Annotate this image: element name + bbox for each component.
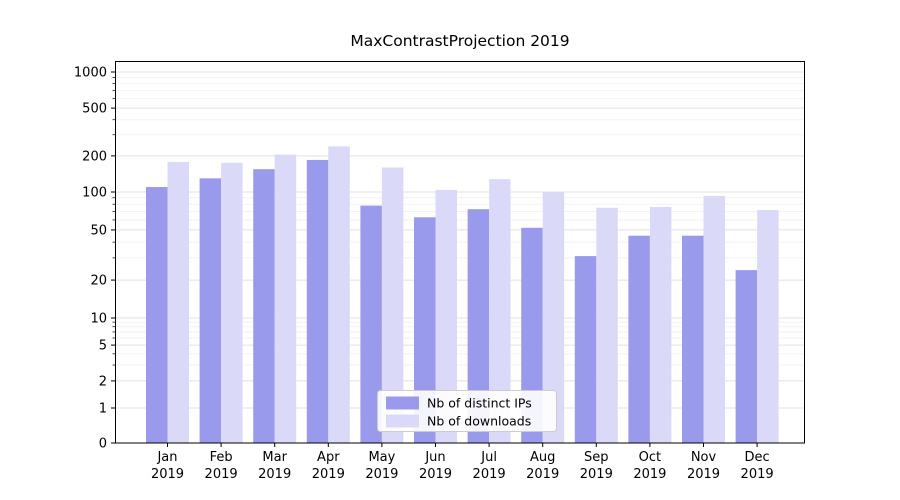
bar-downloads — [274, 154, 297, 443]
x-tick-label: Apr 2019 — [312, 450, 345, 482]
x-tick-label: Nov 2019 — [687, 450, 720, 482]
bar-distinct-ips — [682, 235, 704, 443]
bar-distinct-ips — [253, 169, 275, 443]
y-tick-label: 50 — [90, 223, 107, 238]
bar-distinct-ips — [306, 159, 329, 443]
bar-downloads — [649, 207, 672, 443]
y-tick-label: 1000 — [74, 66, 107, 81]
y-tick-label: 20 — [90, 274, 107, 289]
bar-downloads — [596, 207, 618, 443]
y-tick-label: 2 — [99, 374, 107, 389]
y-tick-label: 100 — [82, 186, 107, 201]
bar-downloads — [167, 161, 189, 444]
x-tick-label: Sep 2019 — [580, 450, 613, 482]
legend-label-distinct-ips: Nb of distinct IPs — [427, 396, 532, 411]
x-tick-label: Jul 2019 — [473, 450, 506, 482]
plot-frame — [115, 61, 805, 444]
x-tick-label: Oct 2019 — [633, 450, 666, 482]
x-tick-label: Mar 2019 — [258, 450, 291, 482]
y-tick-label: 500 — [82, 102, 107, 117]
x-tick-label: Dec 2019 — [741, 450, 774, 482]
y-tick-label: 1 — [99, 402, 107, 417]
bar-downloads — [435, 189, 457, 443]
bar-downloads — [542, 192, 565, 443]
bar-distinct-ips — [199, 178, 222, 444]
legend-box — [377, 390, 557, 432]
bar-downloads — [757, 209, 779, 443]
x-tick-label: Jan 2019 — [151, 450, 184, 482]
bar-downloads — [328, 146, 350, 444]
legend: Nb of distinct IPs Nb of downloads — [377, 390, 557, 432]
chart-title: MaxContrastProjection 2019 — [350, 32, 569, 50]
bar-downloads — [221, 162, 243, 443]
bars — [146, 146, 779, 444]
legend-swatch-downloads — [386, 414, 419, 428]
bar-distinct-ips — [146, 187, 168, 443]
x-tick-label: Jun 2019 — [419, 450, 452, 482]
x-tick-label: May 2019 — [365, 450, 398, 482]
bar-distinct-ips — [735, 270, 758, 443]
legend-swatch-distinct-ips — [386, 396, 419, 410]
bar-distinct-ips — [414, 217, 436, 443]
y-tick-label: 5 — [99, 339, 107, 354]
bar-downloads — [489, 179, 511, 443]
bar-distinct-ips — [628, 235, 650, 443]
x-tick-label: Aug 2019 — [526, 450, 559, 482]
bar-distinct-ips — [521, 227, 543, 443]
bar-distinct-ips — [467, 209, 490, 443]
bar-downloads — [381, 167, 404, 443]
bar-downloads — [703, 195, 725, 443]
bar-distinct-ips — [574, 256, 597, 443]
y-tick-label: 10 — [90, 312, 107, 327]
bar-distinct-ips — [360, 205, 382, 443]
y-tick-label: 0 — [99, 437, 107, 452]
legend-label-downloads: Nb of downloads — [427, 414, 531, 429]
y-tick-label: 200 — [82, 149, 107, 164]
x-tick-label: Feb 2019 — [205, 450, 238, 482]
